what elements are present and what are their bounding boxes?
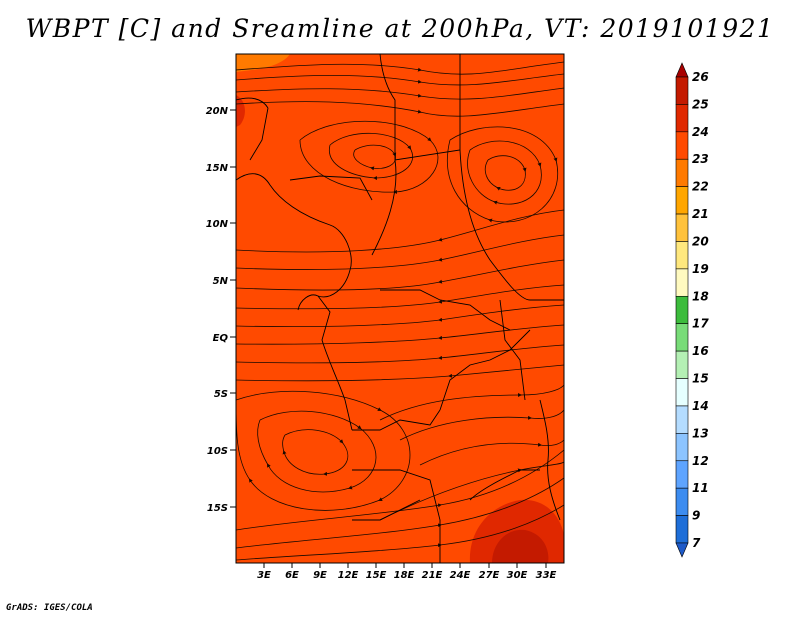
- map-title: WBPT [C] and Sreamline at 200hPa, VT: 20…: [25, 14, 775, 43]
- lat-label: EQ: [213, 333, 229, 344]
- lat-axis: 20N 15N 10N 5N EQ 5S 10S 15S: [206, 106, 236, 514]
- colorbar-label: 11: [692, 481, 709, 495]
- colorbar-label: 22: [692, 180, 709, 194]
- colorbar-segment: [675, 433, 689, 462]
- wbpt-patch-nw: [236, 54, 290, 72]
- lat-label: 5S: [214, 389, 228, 400]
- colorbar-label: 12: [692, 454, 709, 468]
- lon-label: 9E: [313, 570, 327, 581]
- colorbar-segment: [675, 76, 689, 105]
- colorbar-label: 9: [692, 509, 700, 523]
- colorbar-segment: [675, 295, 689, 325]
- colorbar-segment: [675, 378, 689, 407]
- lon-label: 33E: [536, 570, 557, 581]
- colorbar-segment: [675, 350, 689, 379]
- colorbar-label: 20: [692, 234, 709, 248]
- colorbar-segment: [675, 268, 689, 297]
- colorbar-label: 15: [692, 372, 709, 386]
- lat-label: 10N: [206, 219, 229, 230]
- colorbar-segment: [675, 487, 689, 516]
- colorbar-label: 7: [692, 536, 701, 550]
- country-borders: [236, 54, 564, 563]
- colorbar-label: 26: [692, 70, 709, 84]
- colorbar-label: 16: [692, 344, 709, 358]
- lon-label: 15E: [366, 570, 387, 581]
- streamlines: [236, 61, 564, 561]
- wbpt-patch-west: [236, 95, 245, 127]
- colorbar-label: 18: [692, 289, 709, 303]
- lat-label: 15S: [207, 503, 228, 514]
- lat-label: 5N: [213, 276, 229, 287]
- lat-label: 10S: [207, 446, 228, 457]
- lat-label: 20N: [206, 106, 229, 117]
- colorbar-segment: [675, 104, 689, 133]
- colorbar-label: 23: [692, 152, 709, 166]
- lon-label: 27E: [479, 570, 500, 581]
- lon-label: 3E: [257, 570, 271, 581]
- colorbar: 26 25 24 23 22 21 20 19 18 17 16 15 14 13 12 11 9 7: [675, 62, 709, 558]
- lon-label: 6E: [285, 570, 299, 581]
- lat-label: 15N: [206, 163, 229, 174]
- colorbar-segment: [675, 131, 689, 160]
- colorbar-label: 24: [692, 125, 709, 139]
- colorbar-top-triangle: [675, 62, 689, 78]
- lon-label: 21E: [422, 570, 443, 581]
- colorbar-segment: [675, 241, 689, 270]
- colorbar-segment: [675, 515, 689, 544]
- colorbar-segment: [675, 405, 689, 434]
- colorbar-label: 21: [692, 207, 709, 221]
- colorbar-label: 13: [692, 426, 709, 440]
- colorbar-label: 25: [692, 97, 709, 111]
- lon-label: 12E: [338, 570, 359, 581]
- lon-label: 18E: [394, 570, 415, 581]
- wbpt-patch-se-core: [492, 529, 549, 563]
- colorbar-segment: [675, 213, 689, 242]
- lon-axis: 3E 6E 9E 12E 15E 18E 21E 24E 27E 30E 33E: [257, 563, 557, 581]
- colorbar-segment: [675, 460, 689, 489]
- lon-label: 30E: [507, 570, 528, 581]
- map-frame: [235, 53, 565, 564]
- colorbar-segment: [675, 323, 689, 352]
- grads-credit: GrADS: IGES/COLA: [6, 603, 93, 613]
- colorbar-segment: [675, 158, 689, 187]
- lon-label: 24E: [450, 570, 471, 581]
- colorbar-label: 17: [692, 317, 709, 331]
- colorbar-bottom-triangle: [675, 542, 689, 558]
- colorbar-label: 14: [692, 399, 709, 413]
- colorbar-segment: [675, 186, 689, 215]
- colorbar-label: 19: [692, 262, 709, 276]
